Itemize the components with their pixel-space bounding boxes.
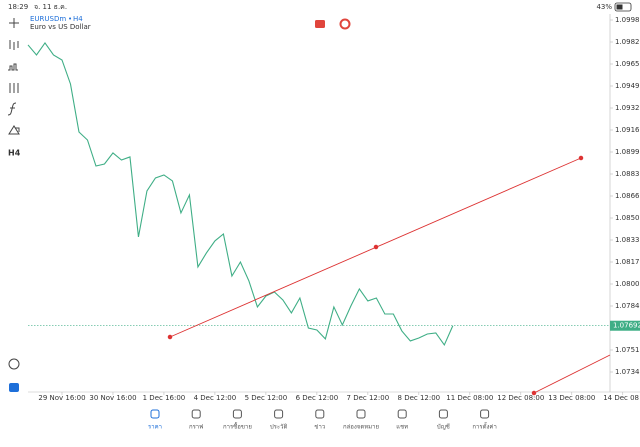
y-tick-label: 1.09490	[615, 82, 640, 90]
x-tick-label: 12 Dec 08:00	[497, 394, 544, 402]
x-tick-label: 5 Dec 12:00	[245, 394, 288, 402]
x-tick-label: 29 Nov 16:00	[38, 394, 85, 402]
y-tick-label: 1.08500	[615, 214, 640, 222]
trend-point[interactable]	[531, 390, 537, 396]
x-tick-label: 8 Dec 12:00	[398, 394, 441, 402]
nav-label[interactable]: ประวัติ	[270, 424, 288, 431]
y-tick-label: 1.08170	[615, 258, 640, 266]
y-tick-label: 1.09655	[615, 60, 640, 68]
nav-icon[interactable]	[191, 409, 201, 419]
nav-icon[interactable]	[274, 409, 284, 419]
bottom-nav-bg	[0, 404, 640, 447]
separator: •	[68, 15, 72, 23]
trend-point[interactable]	[373, 244, 379, 250]
nav-icon[interactable]	[150, 409, 160, 419]
timeframe-button[interactable]: H4	[8, 149, 21, 158]
trend-point[interactable]	[578, 155, 584, 161]
nav-icon[interactable]	[356, 409, 366, 419]
buy-button[interactable]	[339, 18, 351, 30]
nav-icon[interactable]	[480, 409, 490, 419]
y-tick-label: 1.08005	[615, 280, 640, 288]
y-tick-label: 1.07840	[615, 302, 640, 310]
y-tick-label: 1.08995	[615, 148, 640, 156]
bottom-nav: ราคา กราฟ การซื้อขาย ประวัติ ข่าว กล่องจดหมาย…	[148, 409, 497, 431]
nav-icon[interactable]	[397, 409, 407, 419]
x-tick-label: 4 Dec 12:00	[194, 394, 237, 402]
y-tick-label: 1.08665	[615, 192, 640, 200]
trend-line[interactable]	[533, 354, 611, 394]
chart-type-tool[interactable]	[9, 40, 19, 50]
nav-icon[interactable]	[438, 409, 448, 419]
symbol-description: Euro vs US Dollar	[30, 23, 91, 31]
app-logo[interactable]	[9, 383, 19, 392]
status-date: จ. 11 ธ.ค.	[34, 3, 67, 11]
x-tick-label: 7 Dec 12:00	[347, 394, 390, 402]
last-price-box	[610, 320, 640, 331]
y-tick-label: 1.08335	[615, 236, 640, 244]
battery-level: 43%	[596, 3, 612, 11]
battery-icon	[614, 2, 632, 12]
search-tool[interactable]	[8, 358, 20, 370]
x-tick-label: 1 Dec 16:00	[143, 394, 186, 402]
nav-label[interactable]: บัญชี	[437, 423, 450, 431]
plot: 1.09985 1.09820 1.09655 1.09490 1.09325 1.091…	[27, 16, 640, 402]
settings-tool[interactable]	[9, 83, 19, 93]
nav-label[interactable]: กราฟ	[189, 424, 203, 431]
indicators-tool[interactable]	[8, 63, 18, 71]
crosshair-tool[interactable]	[9, 18, 19, 28]
symbol-name[interactable]: EURUSDm	[30, 15, 66, 23]
function-tool[interactable]	[7, 102, 17, 116]
x-tick-label: 11 Dec 08:00	[446, 394, 493, 402]
y-tick-label: 1.09325	[615, 104, 640, 112]
nav-label[interactable]: การตั้งค่า	[472, 421, 496, 431]
x-tick-label: 6 Dec 12:00	[296, 394, 339, 402]
last-price-label: 1.07692	[613, 322, 640, 330]
symbol-timeframe[interactable]: H4	[73, 15, 83, 23]
y-tick-label: 1.09985	[615, 16, 640, 24]
nav-label[interactable]: แชท	[396, 424, 408, 431]
objects-tool[interactable]	[8, 125, 20, 135]
y-tick-label: 1.07510	[615, 346, 640, 354]
y-tick-label: 1.09820	[615, 38, 640, 46]
x-tick-label: 30 Nov 16:00	[89, 394, 136, 402]
nav-label[interactable]: ราคา	[148, 424, 162, 431]
x-tick-label: 14 Dec 08	[603, 394, 639, 402]
y-tick-label: 1.07345	[615, 368, 640, 376]
nav-icon[interactable]	[315, 409, 325, 419]
price-line	[27, 41, 454, 347]
status-time: 18:29	[8, 3, 28, 11]
x-tick-label: 13 Dec 08:00	[548, 394, 595, 402]
nav-label[interactable]: ข่าว	[314, 424, 325, 431]
nav-label[interactable]: การซื้อขาย	[223, 421, 252, 431]
trend-lines	[167, 155, 611, 396]
trend-point[interactable]	[167, 334, 173, 340]
sell-button[interactable]	[315, 20, 325, 28]
nav-icon[interactable]	[232, 409, 242, 419]
y-tick-label: 1.09160	[615, 126, 640, 134]
y-tick-label: 1.08830	[615, 170, 640, 178]
nav-label[interactable]: กล่องจดหมาย	[343, 424, 379, 431]
battery-fill	[616, 4, 623, 10]
left-toolbar	[7, 18, 20, 370]
